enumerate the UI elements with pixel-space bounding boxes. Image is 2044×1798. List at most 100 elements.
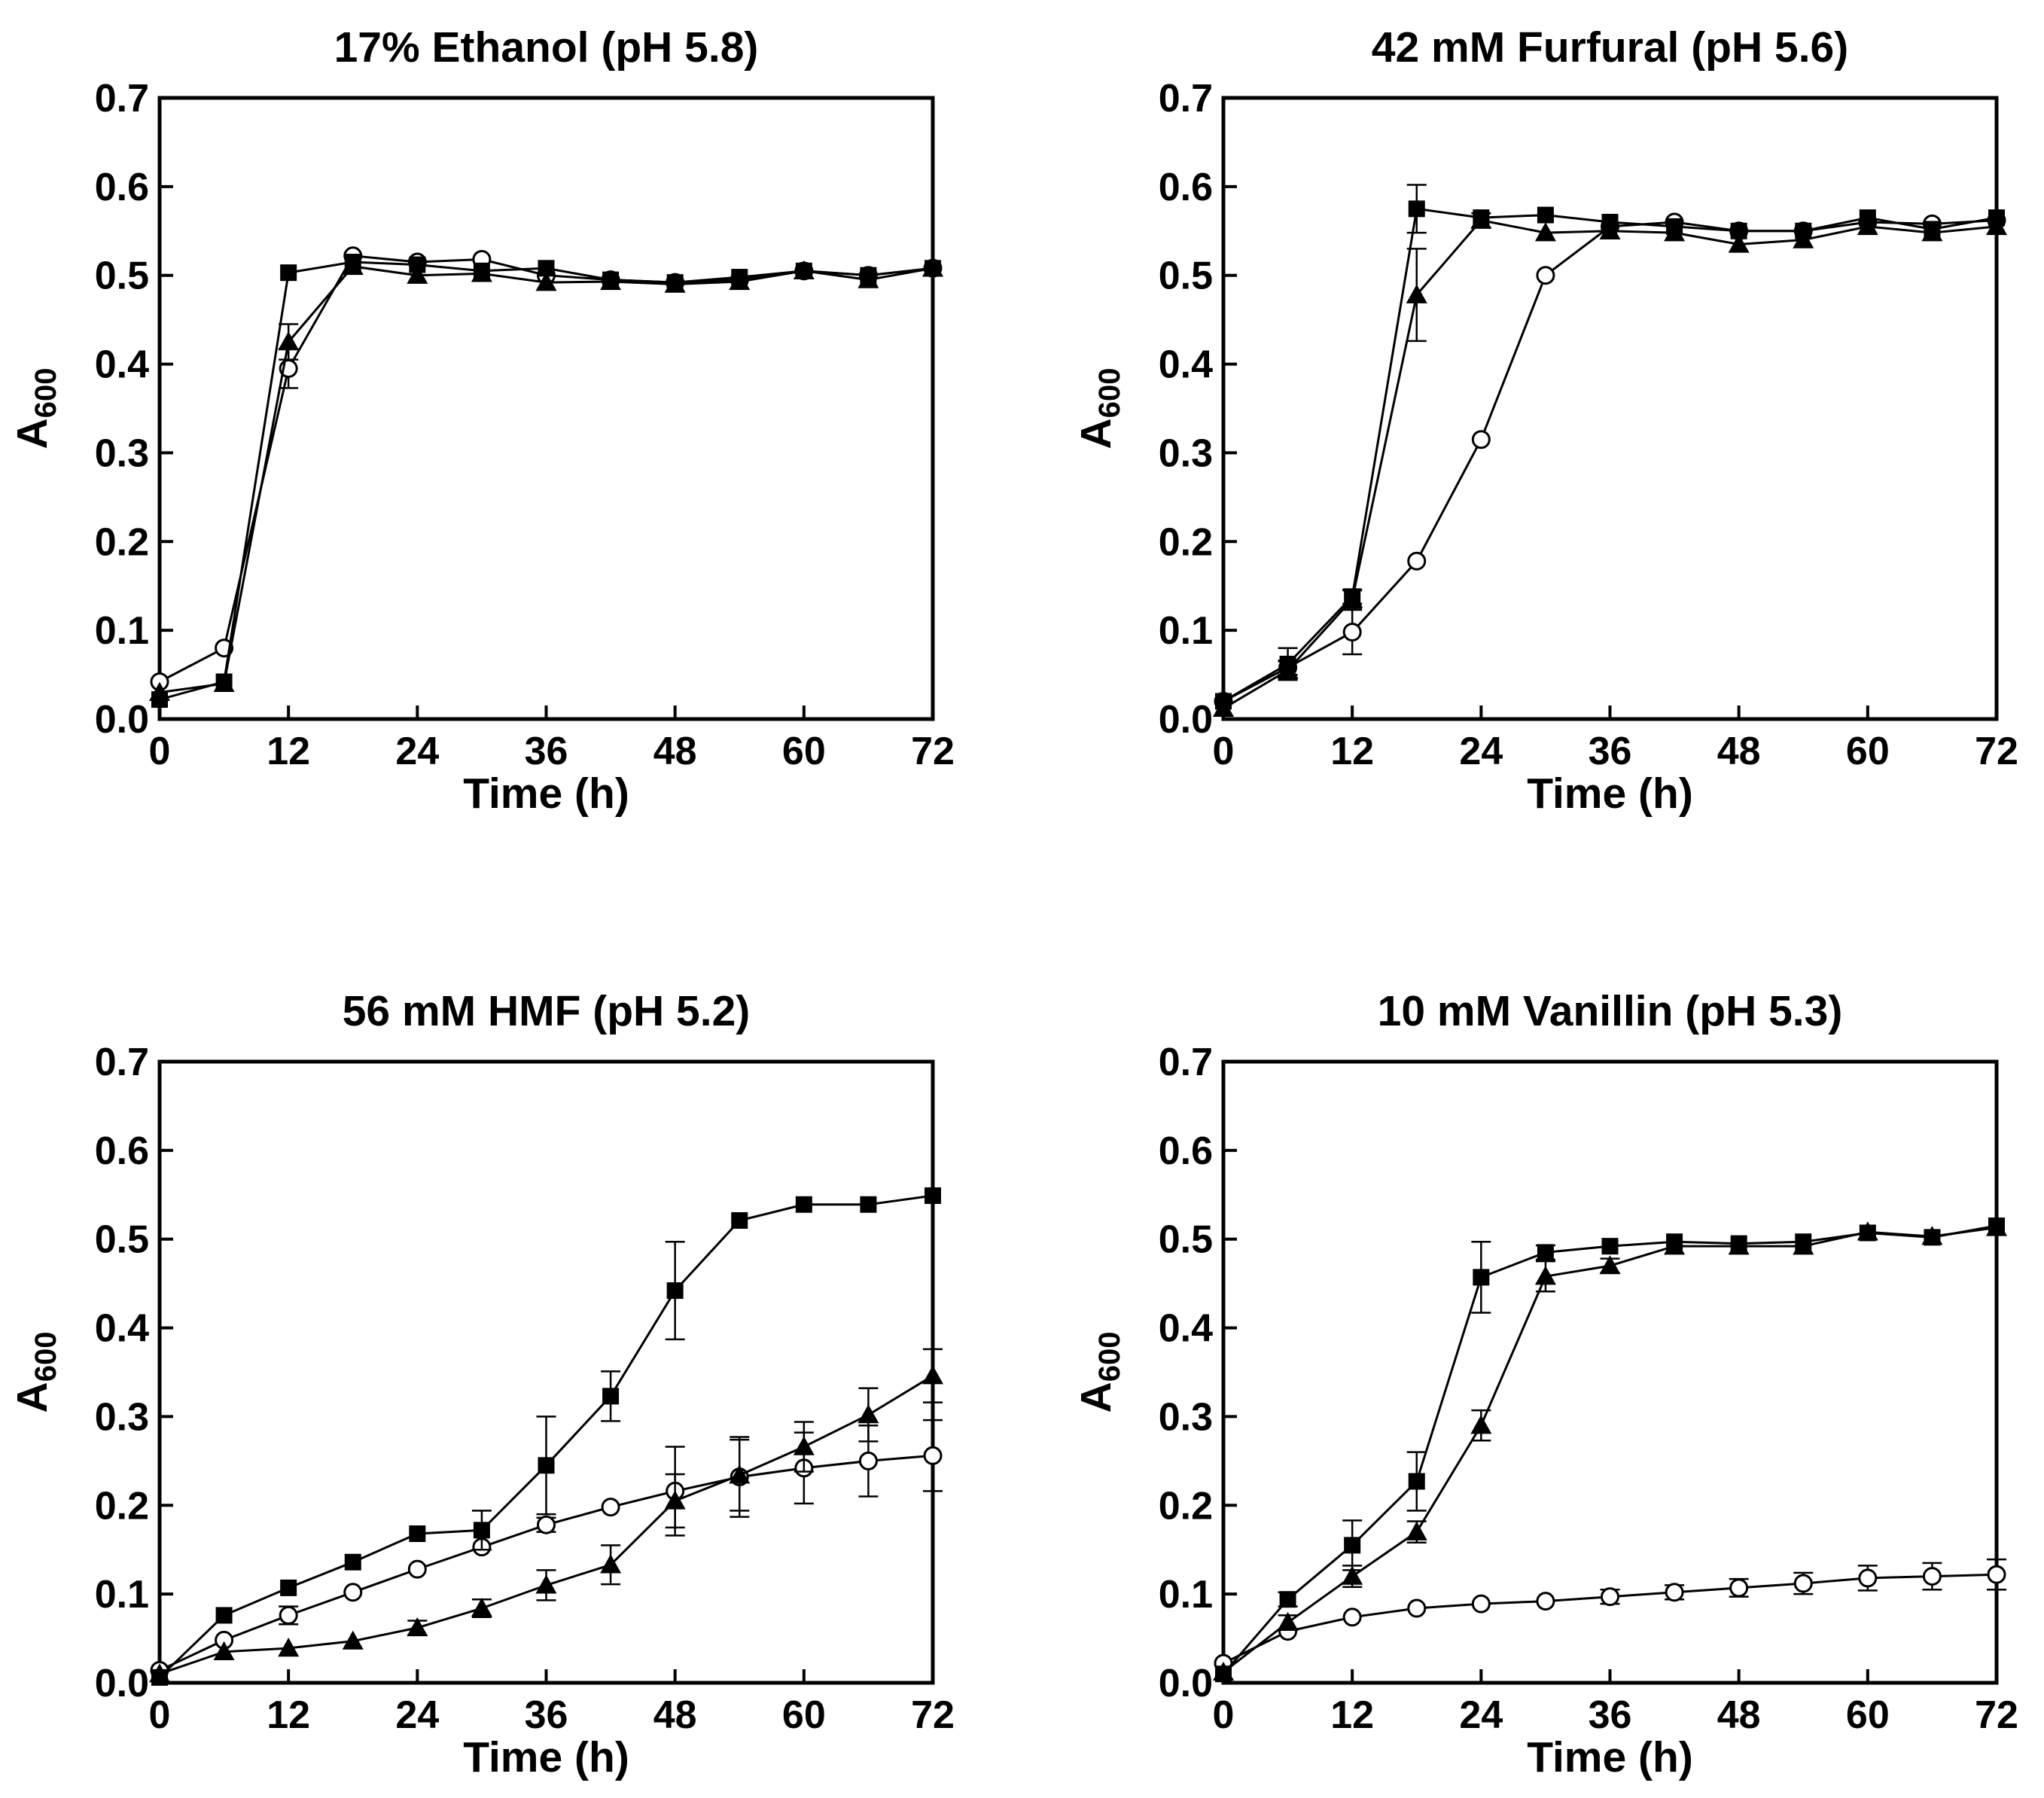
y-axis-label-main: A	[8, 418, 56, 449]
data-point-triangle	[793, 1436, 815, 1455]
y-tick-label: 0.6	[1159, 1129, 1213, 1173]
data-point-square	[1537, 206, 1554, 224]
y-tick-label: 0.5	[1159, 254, 1213, 298]
y-tick-label: 0.6	[95, 1129, 149, 1173]
y-tick-label: 0.6	[95, 166, 149, 209]
data-point-circle	[601, 1498, 620, 1517]
data-point-triangle	[1277, 1611, 1299, 1632]
data-point-circle	[537, 1515, 556, 1534]
x-tick-label: 60	[1846, 730, 1890, 773]
data-point-circle	[1665, 1583, 1684, 1602]
y-tick-label: 0.1	[95, 609, 149, 653]
x-tick-label: 48	[653, 730, 697, 773]
data-point-square	[1601, 214, 1619, 230]
data-point-circle	[1536, 1592, 1555, 1611]
x-tick-label: 12	[267, 1693, 310, 1737]
data-point-square	[1473, 1269, 1490, 1286]
y-tick-label: 0.4	[1159, 1307, 1213, 1351]
series-line	[159, 261, 934, 701]
data-point-circle	[407, 1559, 427, 1579]
y-tick-label: 0.2	[1159, 1484, 1213, 1528]
chart-title: 10 mM Vanillin (pH 5.3)	[1378, 987, 1843, 1035]
data-point-square	[1730, 1235, 1747, 1252]
y-tick-label: 0.3	[95, 431, 149, 475]
x-tick-label: 72	[1975, 730, 2018, 773]
plot-frame	[1221, 96, 1999, 721]
data-point-triangle	[922, 1365, 943, 1385]
data-point-square	[602, 1388, 620, 1405]
x-tick-label: 72	[911, 1693, 955, 1737]
data-point-triangle	[535, 1574, 557, 1594]
chart-title: 17% Ethanol (pH 5.8)	[334, 23, 759, 72]
series-line	[1223, 207, 1997, 702]
x-tick-label: 12	[267, 730, 310, 773]
x-tick-label: 36	[525, 730, 568, 773]
data-point-triangle	[342, 1630, 364, 1650]
data-point-triangle	[471, 1598, 492, 1617]
data-point-square	[215, 673, 233, 690]
data-point-square	[1924, 221, 1941, 238]
series-filled-square	[1215, 1217, 2005, 1683]
chart-title: 42 mM Furfural (pH 5.6)	[1372, 23, 1848, 72]
series-open-circle	[1214, 211, 2006, 711]
data-point-triangle	[858, 1404, 879, 1424]
data-point-circle	[279, 1605, 298, 1625]
x-tick-label: 24	[1459, 730, 1503, 773]
series-filled-square	[1215, 184, 2005, 710]
data-point-square	[925, 260, 941, 277]
chart-panel-2: 42 mM Furfural (pH 5.6) 0.0 0.1 0.2 0.3 0.4 0.…	[1072, 23, 2018, 818]
y-tick-label: 0.0	[1159, 698, 1213, 742]
series-filled-square	[151, 1187, 941, 1686]
data-point-circle	[1342, 1608, 1362, 1627]
y-tick-label: 0.0	[95, 698, 149, 742]
data-point-square	[1279, 655, 1296, 672]
y-axis-label-subscript: 600	[29, 1332, 62, 1382]
x-tick-label: 0	[1213, 1693, 1235, 1737]
y-tick-label: 0.7	[1159, 77, 1213, 120]
data-point-circle	[1536, 266, 1555, 285]
y-tick-label: 0.6	[1159, 166, 1213, 209]
y-axis-label-subscript: 600	[1093, 368, 1126, 419]
series-filled-triangle	[149, 1348, 943, 1683]
data-point-triangle	[1342, 1565, 1363, 1585]
data-point-circle	[1922, 1567, 1942, 1586]
series-filled-triangle	[1213, 1217, 2007, 1681]
chart-panel-1: 17% Ethanol (pH 5.8) 0.0 0.1 0.2 0.3 0.4 0.5 0.…	[8, 23, 955, 818]
y-axis-label: A600	[8, 368, 62, 450]
y-axis-label-subscript: 600	[1093, 1332, 1126, 1382]
x-axis-label: Time (h)	[463, 1733, 629, 1781]
y-tick-label: 0.5	[1159, 1218, 1213, 1262]
data-point-square	[538, 1457, 555, 1474]
data-point-square	[1408, 1473, 1425, 1490]
data-point-circle	[343, 1583, 363, 1602]
y-axis-label-main: A	[1072, 1382, 1120, 1412]
x-axis-label: Time (h)	[1527, 769, 1693, 818]
series-filled-triangle	[149, 255, 943, 701]
y-axis-label: A600	[8, 1332, 62, 1413]
x-tick-label: 24	[1459, 1693, 1503, 1737]
chart-panel-4: 10 mM Vanillin (pH 5.3) 0.0 0.1 0.2 0.3 0.4 0.…	[1072, 987, 2018, 1781]
data-point-square	[280, 264, 297, 282]
data-point-circle	[858, 1451, 878, 1470]
data-point-square	[1795, 1233, 1812, 1251]
data-point-square	[151, 691, 168, 709]
series-line	[1222, 1224, 1997, 1675]
data-point-square	[1601, 1238, 1619, 1255]
data-point-triangle	[535, 272, 557, 291]
data-point-square	[602, 271, 620, 288]
x-tick-label: 36	[525, 1693, 568, 1737]
data-point-triangle	[600, 1554, 622, 1574]
data-point-triangle	[1534, 222, 1556, 242]
y-tick-label: 0.1	[95, 1573, 149, 1617]
data-point-triangle	[407, 1617, 428, 1637]
series-line	[1223, 218, 1997, 710]
x-tick-label: 72	[1975, 1693, 2018, 1737]
data-point-square	[1988, 209, 2005, 227]
data-point-triangle	[407, 264, 428, 284]
data-point-square	[1924, 1229, 1941, 1246]
y-tick-label: 0.4	[95, 1307, 149, 1351]
chart-panel-3: 56 mM HMF (pH 5.2) 0.0 0.1 0.2 0.3 0.4 0.5 0.6 0…	[8, 987, 955, 1781]
data-point-square	[1215, 1665, 1232, 1683]
x-tick-label: 36	[1589, 730, 1632, 773]
y-tick-label: 0.5	[95, 254, 149, 298]
